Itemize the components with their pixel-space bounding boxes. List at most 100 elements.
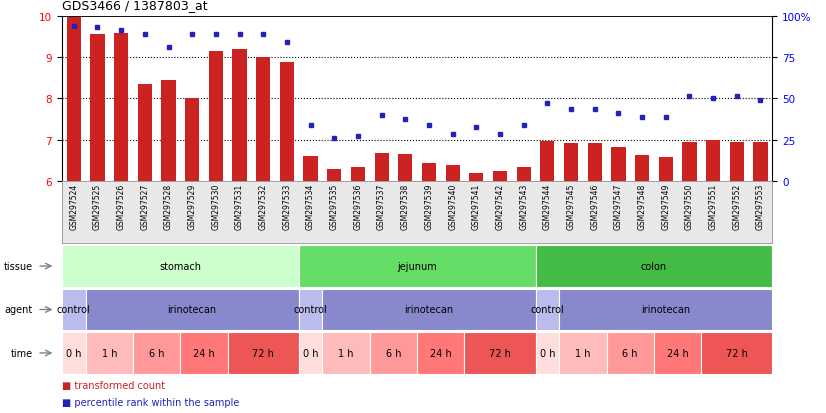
Text: 1 h: 1 h bbox=[102, 348, 117, 358]
Text: control: control bbox=[530, 305, 564, 315]
Text: 0 h: 0 h bbox=[66, 348, 82, 358]
Text: irinotecan: irinotecan bbox=[405, 305, 453, 315]
Text: GSM297534: GSM297534 bbox=[306, 183, 315, 230]
Text: GSM297544: GSM297544 bbox=[543, 183, 552, 230]
Bar bbox=[587, 143, 602, 182]
Bar bbox=[86, 332, 133, 374]
Bar bbox=[280, 63, 294, 182]
Text: GSM297525: GSM297525 bbox=[93, 183, 102, 230]
Bar bbox=[535, 289, 559, 330]
Text: colon: colon bbox=[641, 261, 667, 271]
Text: GSM297536: GSM297536 bbox=[354, 183, 363, 230]
Text: jejunum: jejunum bbox=[397, 261, 437, 271]
Bar bbox=[606, 332, 654, 374]
Text: ■ transformed count: ■ transformed count bbox=[62, 380, 165, 390]
Text: GSM297543: GSM297543 bbox=[520, 183, 528, 230]
Bar bbox=[559, 332, 606, 374]
Bar bbox=[559, 289, 772, 330]
Text: 72 h: 72 h bbox=[726, 348, 748, 358]
Bar bbox=[62, 246, 299, 287]
Text: 24 h: 24 h bbox=[667, 348, 688, 358]
Bar bbox=[299, 246, 535, 287]
Bar bbox=[535, 246, 772, 287]
Bar bbox=[86, 289, 299, 330]
Text: GSM297531: GSM297531 bbox=[235, 183, 244, 230]
Bar bbox=[654, 332, 701, 374]
Text: GSM297549: GSM297549 bbox=[662, 183, 670, 230]
Bar bbox=[228, 332, 299, 374]
Bar bbox=[299, 332, 322, 374]
Text: GSM297547: GSM297547 bbox=[614, 183, 623, 230]
Text: time: time bbox=[11, 348, 33, 358]
Text: 6 h: 6 h bbox=[149, 348, 164, 358]
Bar bbox=[180, 332, 228, 374]
Bar bbox=[422, 163, 436, 182]
Text: GDS3466 / 1387803_at: GDS3466 / 1387803_at bbox=[62, 0, 207, 12]
Text: GSM297550: GSM297550 bbox=[685, 183, 694, 230]
Bar bbox=[322, 332, 370, 374]
Bar bbox=[729, 142, 744, 182]
Bar bbox=[114, 33, 128, 182]
Text: irinotecan: irinotecan bbox=[641, 305, 691, 315]
Bar bbox=[540, 141, 554, 182]
Bar bbox=[322, 289, 535, 330]
Bar bbox=[133, 332, 180, 374]
Text: GSM297551: GSM297551 bbox=[709, 183, 718, 230]
Bar bbox=[138, 85, 152, 182]
Text: GSM297548: GSM297548 bbox=[638, 183, 647, 230]
Bar bbox=[374, 154, 389, 182]
Bar bbox=[701, 332, 772, 374]
Text: GSM297530: GSM297530 bbox=[211, 183, 221, 230]
Bar bbox=[351, 167, 365, 182]
Bar bbox=[209, 52, 223, 182]
Bar bbox=[370, 332, 417, 374]
Bar bbox=[90, 35, 105, 182]
Text: GSM297535: GSM297535 bbox=[330, 183, 339, 230]
Text: 1 h: 1 h bbox=[339, 348, 354, 358]
Bar bbox=[232, 50, 247, 182]
Text: control: control bbox=[57, 305, 91, 315]
Bar bbox=[299, 289, 322, 330]
Text: GSM297533: GSM297533 bbox=[282, 183, 292, 230]
Bar bbox=[303, 157, 318, 182]
Bar bbox=[469, 173, 483, 182]
Bar bbox=[398, 155, 412, 182]
Text: control: control bbox=[294, 305, 327, 315]
Bar bbox=[67, 18, 81, 182]
Text: GSM297545: GSM297545 bbox=[567, 183, 576, 230]
Text: GSM297526: GSM297526 bbox=[116, 183, 126, 230]
Bar bbox=[417, 332, 464, 374]
Text: GSM297529: GSM297529 bbox=[188, 183, 197, 230]
Bar bbox=[611, 148, 625, 182]
Text: GSM297537: GSM297537 bbox=[377, 183, 386, 230]
Bar bbox=[535, 332, 559, 374]
Text: 0 h: 0 h bbox=[303, 348, 318, 358]
Bar bbox=[682, 142, 696, 182]
Text: GSM297528: GSM297528 bbox=[164, 183, 173, 230]
Text: GSM297552: GSM297552 bbox=[733, 183, 741, 230]
Text: ■ percentile rank within the sample: ■ percentile rank within the sample bbox=[62, 397, 240, 407]
Text: 72 h: 72 h bbox=[252, 348, 274, 358]
Text: 1 h: 1 h bbox=[575, 348, 591, 358]
Bar bbox=[706, 140, 720, 182]
Text: 6 h: 6 h bbox=[623, 348, 638, 358]
Text: GSM297524: GSM297524 bbox=[69, 183, 78, 230]
Bar bbox=[658, 158, 673, 182]
Text: 6 h: 6 h bbox=[386, 348, 401, 358]
Text: irinotecan: irinotecan bbox=[168, 305, 216, 315]
Bar bbox=[256, 58, 270, 182]
Text: 24 h: 24 h bbox=[193, 348, 215, 358]
Text: stomach: stomach bbox=[159, 261, 202, 271]
Text: GSM297527: GSM297527 bbox=[140, 183, 150, 230]
Bar bbox=[445, 165, 460, 182]
Text: 72 h: 72 h bbox=[489, 348, 511, 358]
Text: tissue: tissue bbox=[4, 261, 33, 271]
Bar bbox=[516, 167, 531, 182]
Text: GSM297540: GSM297540 bbox=[449, 183, 457, 230]
Bar bbox=[635, 156, 649, 182]
Bar bbox=[185, 99, 199, 182]
Bar bbox=[464, 332, 535, 374]
Bar bbox=[62, 332, 86, 374]
Bar bbox=[327, 169, 341, 182]
Bar bbox=[493, 171, 507, 182]
